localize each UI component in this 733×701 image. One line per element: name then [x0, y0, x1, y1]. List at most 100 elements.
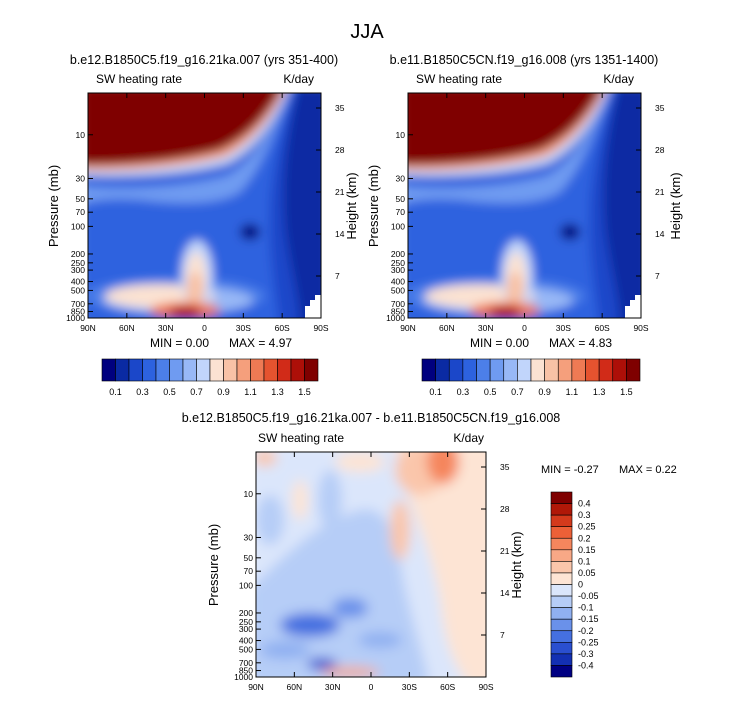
height-tick-label: 28 — [655, 145, 665, 155]
colorbar-swatch — [489, 358, 505, 382]
diff-pos-4 — [292, 480, 308, 520]
height-tick-label: 14 — [335, 229, 345, 239]
panel-right-colorbar: 0.1 0.3 0.5 0.7 0.9 1.1 1.3 1.5 — [421, 358, 641, 397]
colorbar-label: 0.3 — [136, 387, 149, 397]
lat-tick-label: 60S — [440, 682, 455, 692]
left-band-3 — [88, 93, 290, 204]
panel-diff-max: MAX = 0.22 — [619, 464, 677, 476]
colorbar-swatch — [550, 618, 573, 632]
height-tick-label: 14 — [500, 588, 510, 598]
colorbar-label: 0.05 — [578, 568, 596, 578]
pressure-tick-label: 400 — [71, 277, 85, 287]
colorbar-label: 0.7 — [190, 387, 203, 397]
colorbar-swatch — [435, 358, 450, 382]
pressure-tick-label: 300 — [391, 265, 405, 275]
colorbar-swatch — [290, 358, 305, 382]
lat-tick-label: 90S — [633, 323, 648, 333]
colorbar-swatch — [544, 358, 559, 382]
colorbar-swatch — [115, 358, 130, 382]
pressure-tick-label: 70 — [396, 207, 406, 217]
pressure-tick-label: 70 — [76, 207, 86, 217]
lat-tick-label: 30N — [478, 323, 494, 333]
panel-left-ylabel: Pressure (mb) — [46, 165, 61, 247]
colorbar-swatch — [550, 561, 573, 574]
pressure-tick-label: 1000 — [66, 313, 85, 323]
colorbar-swatch — [550, 584, 573, 597]
colorbar-swatch — [448, 358, 464, 382]
pressure-tick-label: 100 — [239, 580, 253, 590]
left-band-2 — [88, 93, 294, 318]
colorbar-swatch — [155, 358, 170, 382]
colorbar-label: -0.4 — [578, 660, 594, 670]
pressure-tick-label: 50 — [76, 194, 86, 204]
right-blob — [560, 224, 580, 240]
colorbar-label: 0 — [578, 580, 583, 590]
right-band-6 — [408, 93, 600, 166]
colorbar-swatch — [550, 595, 573, 608]
colorbar-swatch — [550, 630, 573, 643]
colorbar-label: 0.4 — [578, 499, 591, 509]
pressure-tick-label: 400 — [239, 636, 253, 646]
pressure-tick-label: 250 — [391, 258, 405, 268]
lat-tick-label: 30S — [236, 323, 251, 333]
panel-right-min: MIN = 0.00 — [470, 336, 529, 350]
pressure-tick-label: 250 — [239, 617, 253, 627]
panel-right-field-label: SW heating rate — [416, 72, 502, 86]
colorbar-label: -0.2 — [578, 626, 594, 636]
panel-right-x-axis: 90N 60N 30N 0 30S 60S 90S — [400, 93, 649, 333]
colorbar-swatch — [517, 358, 532, 382]
colorbar-label: 1.5 — [298, 387, 311, 397]
colorbar-swatch — [550, 514, 573, 527]
colorbar-swatch — [550, 607, 573, 620]
diff-neg-7 — [318, 470, 342, 530]
right-hot-2 — [489, 306, 521, 318]
colorbar-label: -0.25 — [578, 637, 599, 647]
lat-tick-label: 0 — [522, 323, 527, 333]
colorbar-label: 0.9 — [538, 387, 551, 397]
colorbar-label: 0.1 — [429, 387, 442, 397]
pressure-tick-label: 10 — [396, 130, 406, 140]
colorbar-label: 0.2 — [578, 533, 591, 543]
diff-pos-5 — [335, 452, 385, 472]
colorbar-swatch — [476, 358, 491, 382]
colorbar-swatch — [182, 358, 197, 382]
panel-diff-title: b.e12.B1850C5.f19_g16.21ka.007 - b.e11.B… — [182, 411, 561, 425]
panel-left-max: MAX = 4.97 — [229, 336, 292, 350]
colorbar-label: 0.1 — [109, 387, 122, 397]
lat-tick-label: 30S — [402, 682, 417, 692]
colorbar-swatch — [550, 503, 573, 516]
panel-left-ylabel-right: Height (km) — [344, 172, 359, 239]
diff-pos-2 — [427, 452, 459, 484]
colorbar-label: 0.25 — [578, 522, 596, 532]
left-plume-3 — [186, 272, 204, 308]
panel-diff-height-axis: 35 28 21 14 7 — [481, 462, 510, 640]
pressure-tick-label: 30 — [396, 173, 406, 183]
pressure-tick-label: 1000 — [234, 672, 253, 682]
panel-left-title: b.e12.B1850C5.f19_g16.21ka.007 (yrs 351-… — [70, 53, 338, 67]
lat-tick-label: 60N — [287, 682, 303, 692]
diff-neg-2 — [332, 598, 368, 618]
pressure-tick-label: 850 — [239, 666, 253, 676]
panel-right-max: MAX = 4.83 — [549, 336, 612, 350]
pressure-tick-label: 200 — [71, 249, 85, 259]
panel-diff-field-label: SW heating rate — [258, 431, 344, 445]
diff-neg-3 — [260, 641, 310, 659]
colorbar-swatch — [277, 358, 292, 382]
pressure-tick-label: 300 — [71, 265, 85, 275]
diff-pos-7 — [256, 452, 277, 466]
right-plume-3 — [506, 272, 524, 308]
pressure-tick-label: 70 — [244, 566, 254, 576]
panel-right-height-axis: 35 28 21 14 7 — [636, 103, 665, 281]
pressure-tick-label: 200 — [391, 249, 405, 259]
colorbar-label: 0.15 — [578, 545, 596, 555]
colorbar-swatch — [263, 358, 278, 382]
colorbar-swatch — [550, 572, 573, 585]
panel-right-ylabel: Pressure (mb) — [366, 165, 381, 247]
colorbar-swatch — [209, 358, 224, 382]
lat-tick-label: 60S — [275, 323, 290, 333]
colorbar-label: -0.15 — [578, 614, 599, 624]
pressure-tick-label: 700 — [239, 658, 253, 668]
diff-neg-5 — [358, 632, 402, 648]
lat-tick-label: 0 — [369, 682, 374, 692]
